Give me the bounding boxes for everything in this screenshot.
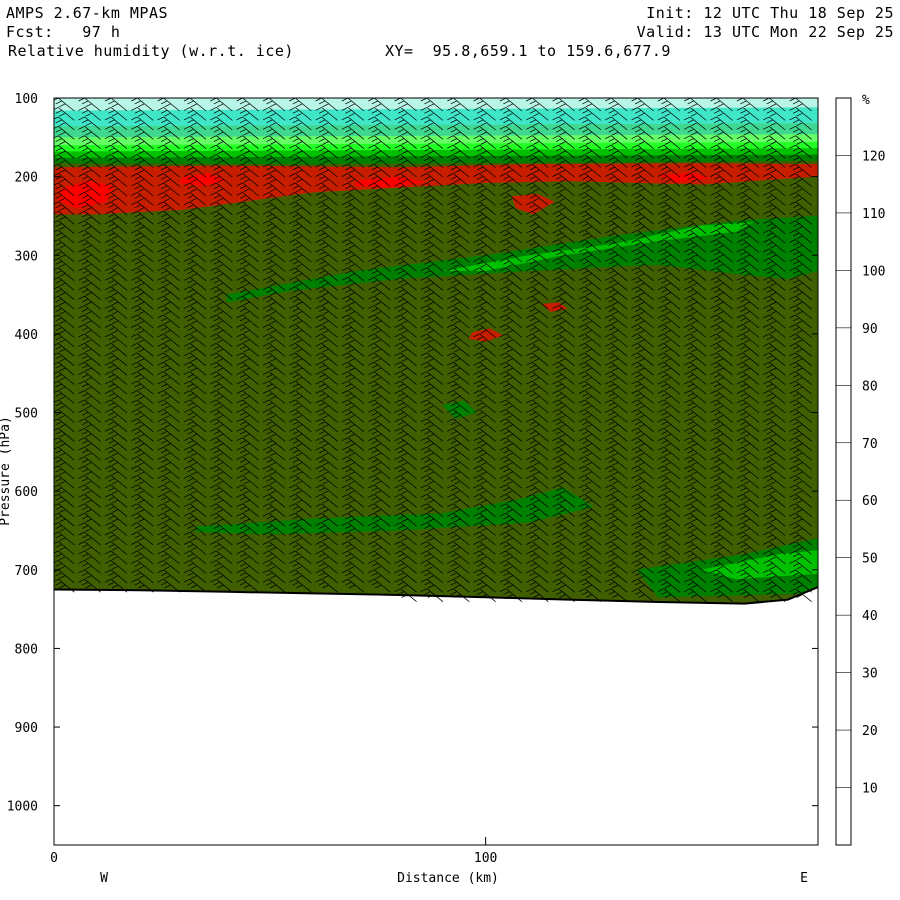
wind-barb-column-27: [763, 98, 786, 602]
wind-barb-column-25: [710, 98, 733, 602]
colorbar-label: 100: [862, 264, 885, 279]
colorbar-label: 30: [862, 667, 878, 682]
wind-barb-column-5: [183, 98, 207, 593]
model-title: AMPS 2.67-km MPAS: [6, 4, 169, 22]
x-tick-label: 100: [474, 851, 497, 866]
y-tick-label: 100: [15, 92, 38, 107]
wind-barb-column-26: [736, 98, 760, 602]
wind-barb-column-18: [526, 98, 549, 602]
colorbar-label: 10: [862, 782, 878, 797]
wind-barbs-layer: [54, 98, 812, 602]
wind-barb-column-3: [131, 98, 154, 593]
rh-region-17: [541, 302, 568, 312]
east-label: E: [800, 871, 808, 886]
colorbar-label: 80: [862, 379, 878, 394]
wind-barb-column-14: [420, 98, 444, 602]
rh-region-16: [468, 328, 503, 342]
y-tick-label: 1000: [7, 800, 38, 815]
y-tick-label: 300: [15, 249, 38, 264]
colorbar-label: 110: [862, 207, 885, 222]
wind-barb-column-8: [262, 98, 286, 593]
y-axis-title: Pressure (hPa): [0, 416, 13, 526]
wind-barb-column-22: [631, 98, 654, 602]
wind-barb-column-23: [657, 98, 681, 602]
rh-region-8: [54, 163, 818, 215]
field-name: Relative humidity (w.r.t. ice): [8, 42, 294, 60]
pressure-axis: 100 200 300 400 500 600 700 800 900 1000: [7, 92, 818, 815]
y-tick-label: 500: [15, 407, 38, 422]
wind-barb-column-2: [104, 98, 128, 593]
wind-barb-column-6: [210, 98, 233, 593]
wind-barb-column-7: [236, 98, 259, 593]
x-tick-label: 0: [50, 851, 58, 866]
wind-barb-column-15: [447, 98, 470, 602]
colorbar-unit: %: [862, 93, 870, 108]
y-tick-label: 800: [15, 642, 38, 657]
humidity-fill-layer: [54, 98, 818, 845]
forecast-hour: Fcst: 97 h: [6, 23, 121, 41]
colorbar-label: 120: [862, 149, 885, 164]
xy-range: XY= 95.8,659.1 to 159.6,677.9: [385, 42, 671, 60]
colorbar-frame: [835, 97, 852, 846]
wind-barb-column-12: [368, 98, 391, 593]
wind-barb-column-28: [789, 98, 812, 602]
wind-barb-column-0: [54, 98, 75, 593]
wind-barb-column-13: [394, 98, 417, 602]
wind-barb-column-17: [499, 98, 523, 602]
colorbar-label: 90: [862, 322, 878, 337]
wind-barb-column-9: [289, 98, 312, 593]
x-axis-title: Distance (km): [397, 871, 499, 886]
wind-barb-column-19: [552, 98, 575, 602]
rh-region-9: [58, 180, 115, 209]
wind-barb-column-16: [473, 98, 496, 602]
wind-barb-column-10: [315, 98, 338, 593]
init-time: Init: 12 UTC Thu 18 Sep 25: [646, 4, 894, 22]
y-tick-label: 900: [15, 721, 38, 736]
terrain-surface-line: [53, 586, 819, 605]
wind-barb-column-21: [605, 98, 628, 602]
rh-region-13: [511, 193, 555, 215]
wind-barb-column-20: [578, 98, 602, 602]
colorbar: 10 20 30 40 50 60 70 80 90 100 110 120: [835, 97, 885, 846]
y-tick-label: 600: [15, 485, 38, 500]
below-ground-mask: [54, 587, 818, 845]
rh-region-10: [179, 173, 227, 187]
plot-frame: [53, 97, 819, 846]
west-label: W: [100, 871, 108, 886]
y-tick-label: 200: [15, 171, 38, 186]
colorbar-label: 70: [862, 437, 878, 452]
wind-barb-column-11: [341, 98, 365, 593]
wind-barb-column-1: [78, 98, 101, 593]
distance-axis: 0 100: [50, 837, 497, 866]
rh-region-18: [442, 400, 477, 419]
wind-barb-column-4: [157, 98, 180, 593]
rh-region-15: [442, 222, 754, 271]
y-tick-label: 400: [15, 328, 38, 343]
colorbar-label: 20: [862, 724, 878, 739]
wind-barb-column-24: [684, 98, 707, 602]
y-tick-label: 700: [15, 564, 38, 579]
valid-time: Valid: 13 UTC Mon 22 Sep 25: [636, 23, 894, 41]
colorbar-label: 50: [862, 552, 878, 567]
colorbar-label: 60: [862, 494, 878, 509]
colorbar-label: 40: [862, 609, 878, 624]
